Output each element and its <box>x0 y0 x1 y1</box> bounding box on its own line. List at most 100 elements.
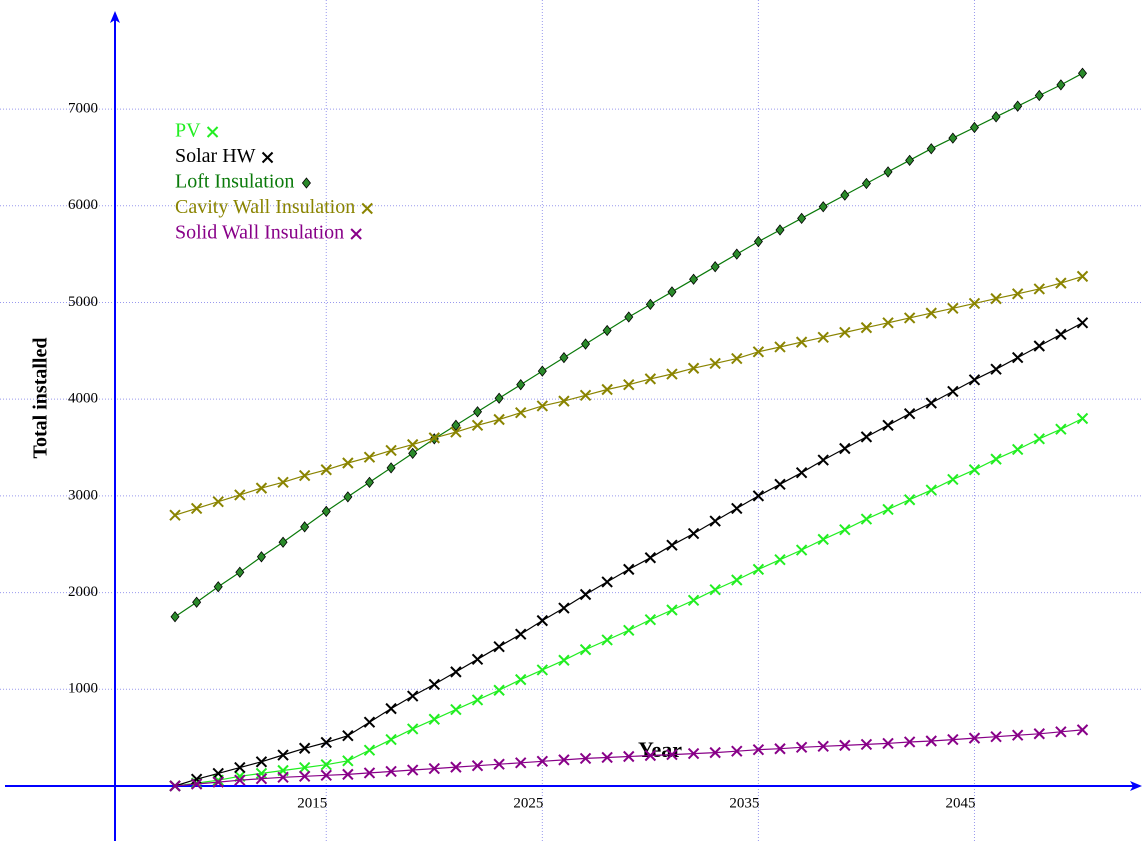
data-point <box>666 748 678 761</box>
data-point <box>579 588 592 601</box>
data-point <box>709 515 721 527</box>
data-point <box>645 298 655 311</box>
data-point <box>795 466 808 479</box>
data-point <box>342 457 354 469</box>
data-point <box>817 740 829 753</box>
data-point <box>428 713 441 725</box>
data-point <box>320 769 332 782</box>
y-tick-label: 5000 <box>68 294 98 310</box>
data-point <box>990 363 1002 375</box>
data-point <box>450 426 462 438</box>
data-point <box>537 365 547 377</box>
data-point <box>298 742 311 754</box>
y-axis-arrow <box>110 11 120 23</box>
legend-label: PV <box>175 120 201 142</box>
data-point <box>903 736 916 748</box>
data-point <box>666 604 678 616</box>
data-point <box>471 419 484 431</box>
data-point <box>493 758 505 770</box>
data-point <box>968 297 981 310</box>
data-point <box>732 248 742 260</box>
data-point <box>1076 317 1089 329</box>
data-point <box>277 476 289 489</box>
data-point <box>256 551 266 563</box>
series <box>169 317 1089 792</box>
series <box>169 724 1089 792</box>
data-point <box>644 552 657 564</box>
data-point <box>689 273 699 285</box>
legend-marker <box>361 202 373 215</box>
data-point <box>192 596 202 608</box>
data-point <box>926 143 936 155</box>
data-point <box>190 773 203 785</box>
data-point <box>882 503 894 516</box>
data-point <box>624 311 634 323</box>
data-point <box>860 738 873 751</box>
data-point <box>255 482 268 494</box>
data-point <box>947 302 959 314</box>
data-point <box>451 419 461 431</box>
series-line <box>174 729 1083 787</box>
data-point <box>558 395 570 407</box>
data-point <box>536 664 549 676</box>
data-point <box>255 773 268 785</box>
data-point <box>515 628 527 640</box>
data-point <box>774 743 786 755</box>
x-axis-arrow <box>1130 780 1142 791</box>
data-point <box>905 154 915 166</box>
data-point <box>385 765 397 778</box>
data-point <box>363 716 376 728</box>
y-tick-label: 1000 <box>68 681 98 697</box>
data-point <box>406 690 419 702</box>
legend-label: Solar HW <box>175 145 256 167</box>
data-point <box>428 762 441 775</box>
data-point <box>277 749 289 761</box>
data-point <box>882 419 894 431</box>
data-point <box>947 733 959 746</box>
data-point <box>1056 79 1066 91</box>
data-point <box>277 771 289 783</box>
data-point <box>795 741 808 754</box>
data-point <box>903 407 916 420</box>
data-point <box>1055 328 1067 341</box>
data-point <box>666 368 678 380</box>
data-point <box>969 121 979 134</box>
data-point <box>428 432 441 444</box>
data-point <box>882 317 894 329</box>
data-point <box>601 751 613 764</box>
data-point <box>644 749 657 762</box>
y-tick-label: 4000 <box>68 391 98 407</box>
data-point <box>925 735 937 747</box>
y-axis-label: Total installed <box>30 338 52 459</box>
data-point <box>493 641 505 653</box>
data-point <box>342 768 354 781</box>
legend-label: Solid Wall Insulation <box>175 222 344 244</box>
series <box>170 67 1088 623</box>
data-point <box>1013 100 1023 112</box>
data-point <box>1076 412 1089 425</box>
data-point <box>709 357 721 370</box>
data-point <box>860 513 873 525</box>
series-line <box>174 72 1083 618</box>
data-point <box>494 392 504 404</box>
data-point <box>213 581 223 593</box>
data-point <box>687 362 700 374</box>
data-point <box>234 761 246 774</box>
data-point <box>795 544 808 556</box>
data-point <box>234 489 246 501</box>
data-point <box>623 624 635 636</box>
data-point <box>839 739 851 752</box>
data-point <box>493 684 505 696</box>
data-point <box>861 177 871 190</box>
data-point <box>968 732 981 744</box>
data-point <box>450 666 462 678</box>
data-point <box>1055 277 1067 289</box>
data-point <box>234 774 246 786</box>
data-point <box>1076 724 1089 736</box>
data-point <box>278 536 288 548</box>
data-point <box>471 759 484 772</box>
data-point <box>817 533 829 546</box>
data-point <box>1076 270 1089 283</box>
data-point <box>1055 726 1067 738</box>
data-point <box>990 292 1002 305</box>
